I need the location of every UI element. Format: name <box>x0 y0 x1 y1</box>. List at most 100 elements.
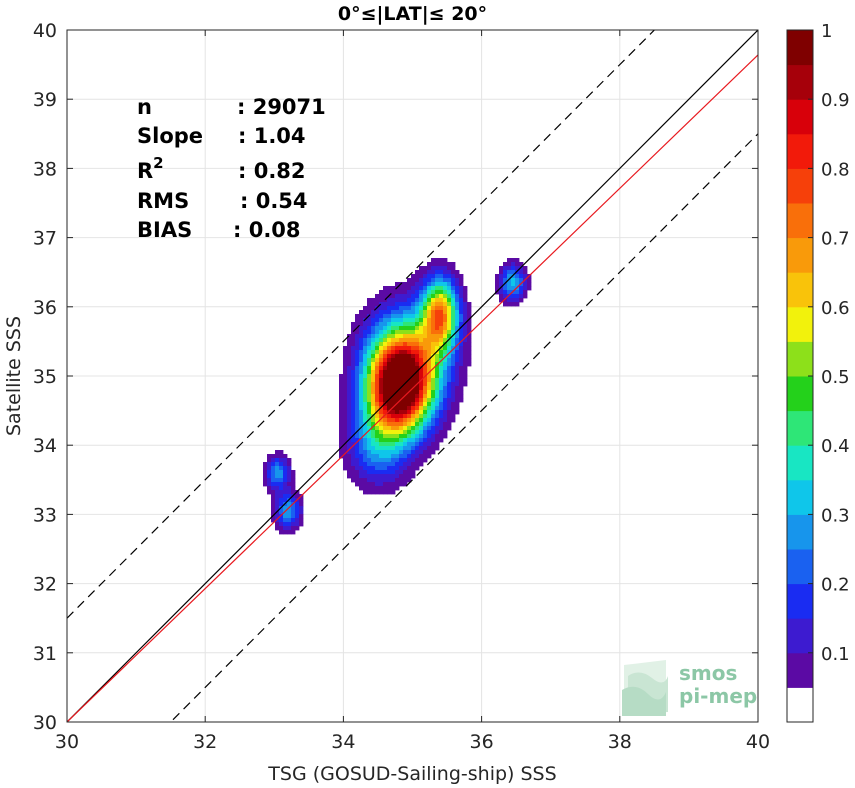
density-cell <box>379 370 384 375</box>
density-cell <box>375 318 380 323</box>
density-cell <box>359 358 364 363</box>
density-cell <box>355 354 360 359</box>
density-cell <box>359 374 364 379</box>
density-cell <box>403 450 408 455</box>
density-cell <box>427 270 432 275</box>
density-cell <box>435 370 440 375</box>
density-cell <box>407 322 412 327</box>
density-cell <box>459 366 464 371</box>
density-cell <box>267 478 272 483</box>
colorbar-tick-label: 0.9 <box>821 90 850 111</box>
density-cell <box>371 382 376 387</box>
density-cell <box>447 262 452 267</box>
density-cell <box>443 386 448 391</box>
density-cell <box>375 446 380 451</box>
density-cell <box>395 294 400 299</box>
density-cell <box>423 274 428 279</box>
density-cell <box>359 438 364 443</box>
density-cell <box>399 478 404 483</box>
density-cell <box>291 506 296 511</box>
density-cell <box>431 314 436 319</box>
density-cell <box>383 310 388 315</box>
density-cell <box>367 338 372 343</box>
density-cell <box>423 378 428 383</box>
density-cell <box>407 458 412 463</box>
density-cell <box>427 422 432 427</box>
density-cell <box>459 274 464 279</box>
density-cell <box>503 270 508 275</box>
density-cell <box>507 294 512 299</box>
density-cell <box>431 418 436 423</box>
density-cell <box>359 486 364 491</box>
density-cell <box>459 370 464 375</box>
density-cell <box>439 310 444 315</box>
density-cell <box>291 478 296 483</box>
density-cell <box>411 358 416 363</box>
density-cell <box>507 278 512 283</box>
density-cell <box>427 338 432 343</box>
density-cell <box>279 474 284 479</box>
density-cell <box>355 454 360 459</box>
density-cell <box>347 378 352 383</box>
density-cell <box>423 282 428 287</box>
density-cell <box>419 370 424 375</box>
density-cell <box>499 274 504 279</box>
density-cell <box>451 350 456 355</box>
density-cell <box>367 326 372 331</box>
density-cell <box>271 478 276 483</box>
density-cell <box>403 378 408 383</box>
density-cell <box>387 394 392 399</box>
density-cell <box>455 410 460 415</box>
density-cell <box>415 410 420 415</box>
density-cell <box>355 474 360 479</box>
density-cell <box>399 390 404 395</box>
density-cell <box>391 314 396 319</box>
density-cell <box>279 470 284 475</box>
density-cell <box>347 354 352 359</box>
density-cell <box>387 406 392 411</box>
density-cell <box>279 478 284 483</box>
density-cell <box>427 410 432 415</box>
density-cell <box>275 450 280 455</box>
density-cell <box>499 290 504 295</box>
density-cell <box>407 354 412 359</box>
density-cell <box>431 402 436 407</box>
density-cell <box>455 402 460 407</box>
density-cell <box>419 426 424 431</box>
density-cell <box>291 482 296 487</box>
density-cell <box>511 278 516 283</box>
density-cell <box>443 422 448 427</box>
density-cell <box>295 514 300 519</box>
density-cell <box>451 338 456 343</box>
density-cell <box>507 302 512 307</box>
density-cell <box>387 370 392 375</box>
density-cell <box>375 438 380 443</box>
density-cell <box>427 398 432 403</box>
density-cell <box>455 346 460 351</box>
density-cell <box>391 310 396 315</box>
density-cell <box>407 394 412 399</box>
density-cell <box>363 334 368 339</box>
density-cell <box>411 394 416 399</box>
density-cell <box>495 274 500 279</box>
density-cell <box>407 454 412 459</box>
density-cell <box>435 402 440 407</box>
density-cell <box>427 274 432 279</box>
colorbar-segment <box>787 479 813 515</box>
density-cell <box>447 274 452 279</box>
density-cell <box>415 290 420 295</box>
density-cell <box>403 374 408 379</box>
density-cell <box>431 378 436 383</box>
density-cell <box>419 282 424 287</box>
density-cell <box>427 434 432 439</box>
density-cell <box>275 458 280 463</box>
colorbar-segment <box>787 133 813 169</box>
colorbar-tick-label: 0.8 <box>821 159 850 180</box>
density-cell <box>411 414 416 419</box>
density-cell <box>391 410 396 415</box>
density-cell <box>287 486 292 491</box>
density-cell <box>379 490 384 495</box>
density-cell <box>463 330 468 335</box>
density-cell <box>511 258 516 263</box>
density-cell <box>459 310 464 315</box>
